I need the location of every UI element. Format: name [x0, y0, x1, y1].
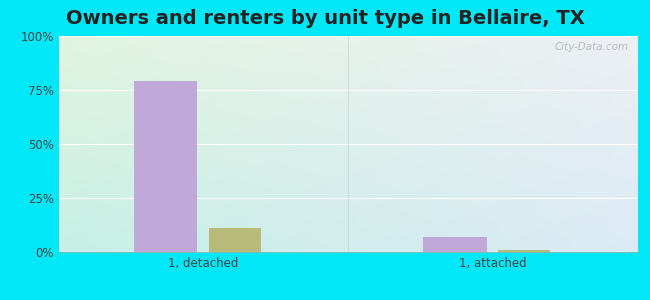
- Text: City-Data.com: City-Data.com: [554, 43, 629, 52]
- Bar: [498, 250, 550, 252]
- Text: Owners and renters by unit type in Bellaire, TX: Owners and renters by unit type in Bella…: [66, 9, 584, 28]
- Bar: [209, 228, 261, 252]
- Bar: [423, 237, 487, 252]
- Bar: [134, 81, 198, 252]
